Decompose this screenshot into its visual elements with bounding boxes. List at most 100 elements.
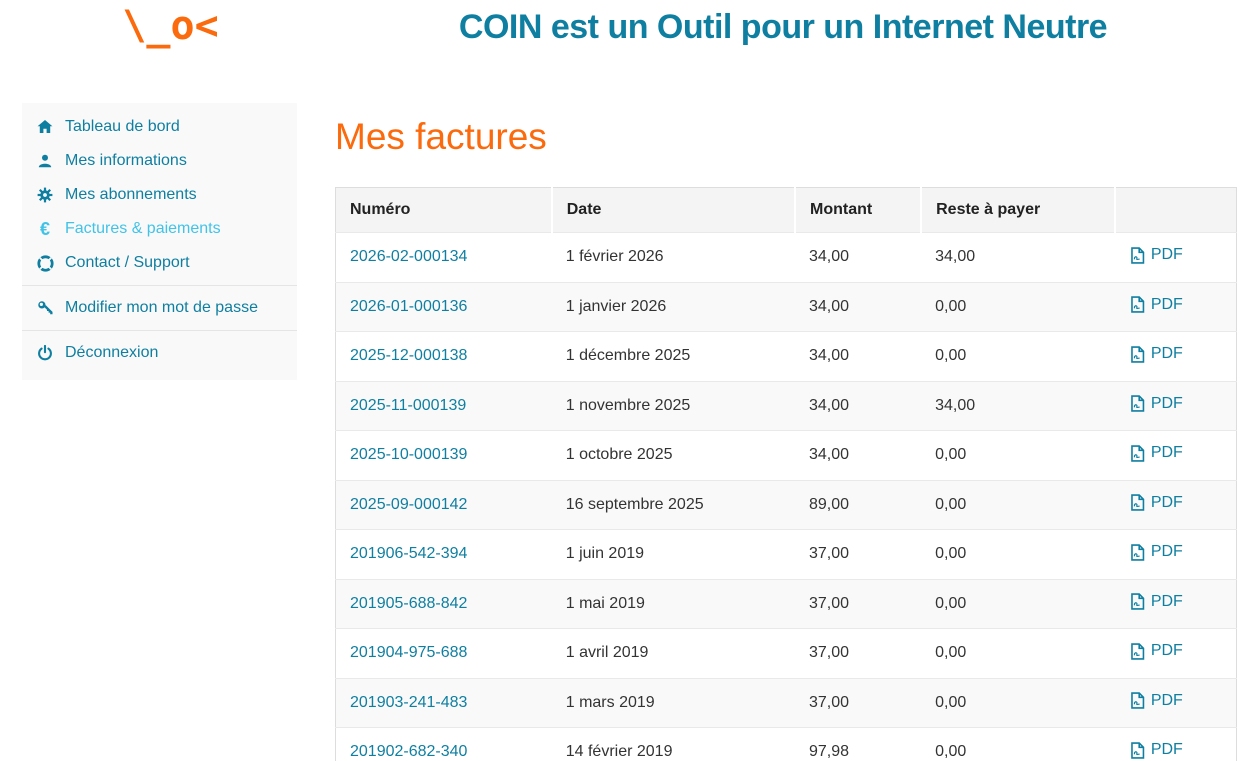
file-pdf-icon — [1129, 741, 1146, 759]
invoice-number-link[interactable]: 2025-12-000138 — [350, 347, 468, 365]
invoice-remaining: 0,00 — [921, 677, 1115, 728]
file-pdf-icon — [1129, 593, 1146, 610]
sidebar-item-label: Modifier mon mot de passe — [65, 299, 258, 316]
pdf-link-label: PDF — [1150, 246, 1183, 263]
invoice-table-body: 2026-02-000134 1 février 2026 34,00 34,0… — [335, 232, 1237, 761]
pdf-link[interactable]: PDF — [1129, 741, 1183, 759]
invoice-remaining: 34,00 — [921, 232, 1115, 282]
table-header-row: Numéro Date Montant Reste à payer — [335, 187, 1237, 233]
file-pdf-icon — [1129, 692, 1146, 709]
sidebar-item-abonnements[interactable]: Mes abonnements — [22, 178, 297, 212]
table-row: 201902-682-340 14 février 2019 97,98 0,0… — [335, 727, 1237, 761]
sidebar-item-factures[interactable]: € Factures & paiements — [22, 212, 297, 246]
invoice-date: 1 janvier 2026 — [551, 281, 795, 332]
invoice-date: 1 novembre 2025 — [551, 380, 795, 431]
table-row: 2026-01-000136 1 janvier 2026 34,00 0,00 — [335, 281, 1237, 332]
logo-container: \_o< — [22, 0, 319, 48]
table-row: 2025-12-000138 1 décembre 2025 34,00 0,0… — [335, 331, 1237, 381]
sidebar-item-dashboard[interactable]: Tableau de bord — [22, 110, 297, 144]
invoice-amount: 89,00 — [795, 479, 922, 530]
invoice-number-link[interactable]: 2025-11-000139 — [350, 396, 467, 414]
table-row: 201906-542-394 1 juin 2019 37,00 0,00 — [335, 529, 1237, 579]
sidebar-item-informations[interactable]: Mes informations — [22, 144, 297, 178]
sidebar-item-label: Contact / Support — [65, 254, 190, 271]
pdf-link[interactable]: PDF — [1129, 395, 1183, 413]
invoice-amount: 34,00 — [795, 331, 922, 381]
invoice-remaining: 0,00 — [921, 281, 1115, 332]
life-ring-icon — [34, 254, 56, 272]
invoice-remaining: 0,00 — [921, 331, 1115, 381]
sidebar-divider — [22, 330, 297, 331]
file-pdf-icon — [1129, 345, 1146, 363]
column-header-montant: Montant — [793, 187, 922, 233]
invoice-number-link[interactable]: 201906-542-394 — [350, 545, 468, 563]
invoice-date: 1 décembre 2025 — [551, 331, 795, 381]
sidebar-item-label: Mes informations — [65, 152, 187, 169]
pdf-link-label: PDF — [1150, 295, 1183, 313]
invoice-date: 1 mai 2019 — [551, 578, 795, 629]
sidebar-item-label: Factures & paiements — [65, 220, 221, 237]
file-pdf-icon — [1129, 395, 1146, 412]
euro-icon: € — [39, 219, 50, 239]
invoice-remaining: 0,00 — [921, 578, 1115, 629]
app-title: COIN est un Outil pour un Internet Neutr… — [458, 8, 1108, 46]
sidebar-item-password[interactable]: Modifier mon mot de passe — [22, 291, 297, 325]
sidebar-item-label: Tableau de bord — [65, 118, 180, 135]
invoice-date: 16 septembre 2025 — [551, 479, 795, 530]
pdf-link[interactable]: PDF — [1129, 494, 1183, 512]
invoice-amount: 34,00 — [795, 281, 922, 332]
sidebar-item-label: Déconnexion — [65, 344, 159, 361]
sidebar-divider — [22, 285, 297, 286]
invoice-date: 1 février 2026 — [551, 232, 795, 282]
pdf-link[interactable]: PDF — [1129, 593, 1183, 611]
invoice-amount: 37,00 — [795, 529, 922, 579]
pdf-link-label: PDF — [1150, 543, 1183, 560]
invoice-amount: 34,00 — [795, 430, 922, 480]
invoice-number-link[interactable]: 2026-01-000136 — [350, 297, 468, 315]
pdf-link-label: PDF — [1150, 493, 1183, 511]
invoice-number-link[interactable]: 201903-241-483 — [350, 693, 468, 711]
column-header-pdf — [1113, 187, 1237, 233]
pdf-link-label: PDF — [1150, 691, 1183, 709]
invoice-remaining: 0,00 — [921, 529, 1115, 579]
pdf-link-label: PDF — [1150, 741, 1183, 758]
file-pdf-icon — [1129, 642, 1146, 660]
pdf-link[interactable]: PDF — [1129, 444, 1183, 462]
invoice-number-link[interactable]: 201904-975-688 — [350, 644, 468, 662]
invoice-date: 1 juin 2019 — [551, 529, 795, 579]
gear-icon — [34, 186, 56, 204]
invoice-number-link[interactable]: 201905-688-842 — [350, 594, 468, 612]
duck-ascii-logo[interactable]: \_o< — [122, 3, 219, 49]
file-pdf-icon — [1129, 543, 1146, 561]
invoice-remaining: 0,00 — [921, 628, 1115, 678]
pdf-link[interactable]: PDF — [1129, 543, 1183, 561]
invoices-table: Numéro Date Montant Reste à payer 2026-0… — [335, 187, 1237, 761]
pdf-link-label: PDF — [1150, 394, 1183, 412]
sidebar-item-label: Mes abonnements — [65, 186, 197, 203]
invoice-number-link[interactable]: 2026-02-000134 — [350, 248, 468, 266]
invoice-remaining: 0,00 — [921, 479, 1115, 530]
home-icon — [34, 118, 56, 136]
file-pdf-icon — [1129, 246, 1146, 264]
pdf-link-label: PDF — [1150, 592, 1183, 610]
invoice-date: 1 octobre 2025 — [551, 430, 795, 480]
pdf-link-label: PDF — [1150, 444, 1183, 461]
file-pdf-icon — [1129, 296, 1146, 313]
invoice-number-link[interactable]: 2025-10-000139 — [350, 446, 468, 464]
table-row: 2025-09-000142 16 septembre 2025 89,00 0… — [335, 479, 1237, 530]
table-row: 201904-975-688 1 avril 2019 37,00 0,00 — [335, 628, 1237, 678]
pdf-link[interactable]: PDF — [1129, 246, 1183, 264]
main-content: Mes factures Numéro Date Montant Reste à… — [335, 103, 1237, 761]
pdf-link[interactable]: PDF — [1129, 642, 1183, 660]
invoice-number-link[interactable]: 201902-682-340 — [350, 743, 468, 761]
file-pdf-icon — [1129, 444, 1146, 462]
sidebar-item-logout[interactable]: Déconnexion — [22, 336, 297, 370]
user-icon — [34, 152, 56, 170]
invoice-remaining: 0,00 — [921, 430, 1115, 480]
invoice-number-link[interactable]: 2025-09-000142 — [350, 495, 468, 513]
file-pdf-icon — [1129, 494, 1146, 511]
pdf-link[interactable]: PDF — [1129, 692, 1183, 710]
pdf-link[interactable]: PDF — [1129, 296, 1183, 314]
pdf-link[interactable]: PDF — [1129, 345, 1183, 363]
sidebar-item-support[interactable]: Contact / Support — [22, 246, 297, 280]
